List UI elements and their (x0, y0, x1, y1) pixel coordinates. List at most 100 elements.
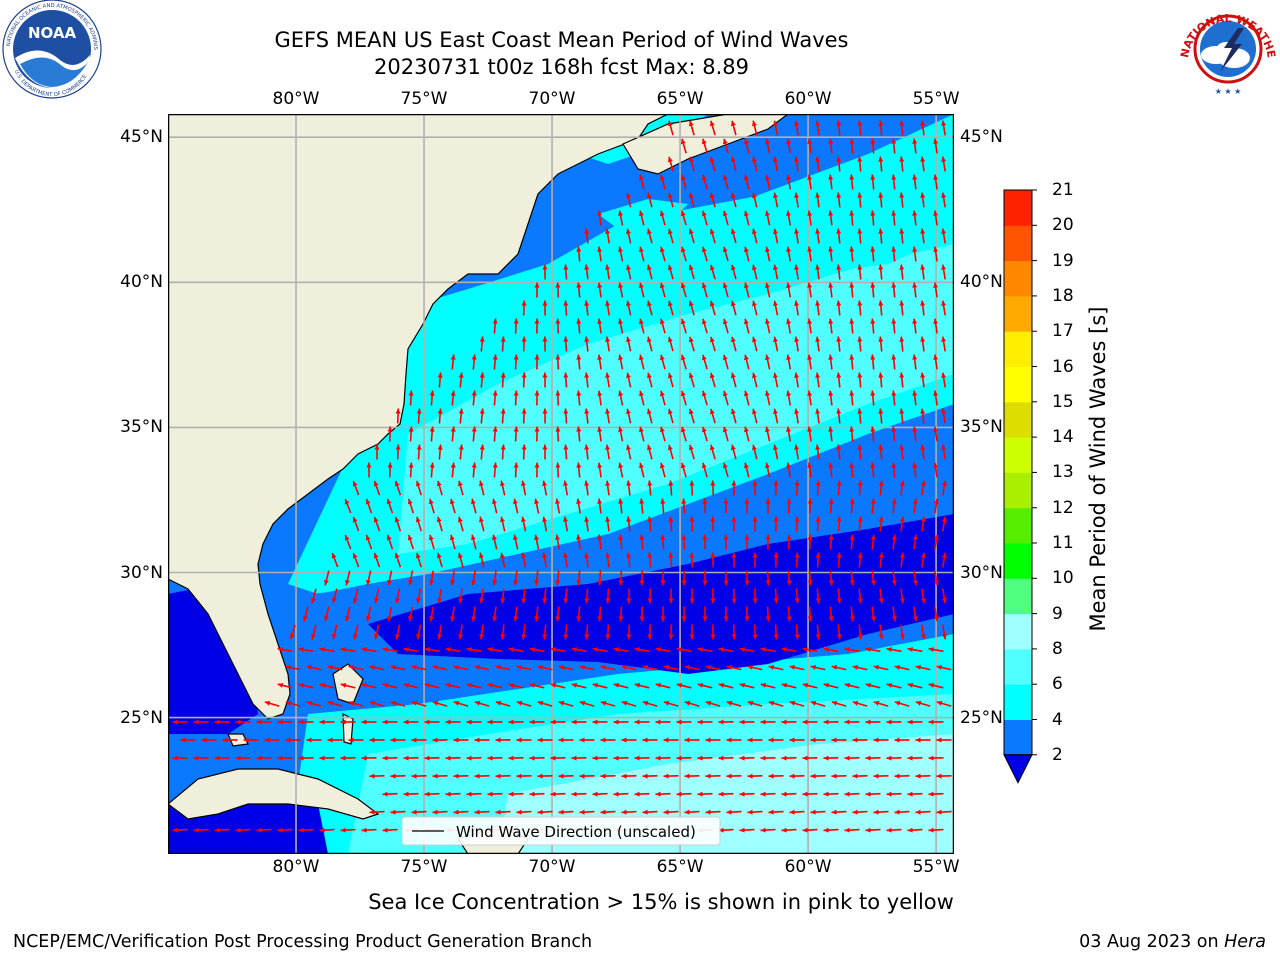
wind-arrow (907, 683, 923, 689)
wind-arrow (298, 755, 314, 761)
wind-arrow (810, 737, 826, 743)
wind-arrow (457, 552, 464, 568)
wind-arrow (852, 700, 868, 707)
wind-arrow (731, 588, 737, 604)
wind-arrow (369, 809, 385, 815)
wind-arrow (912, 174, 918, 190)
wind-arrow (264, 737, 280, 743)
wind-arrow (618, 318, 624, 334)
wind-arrow (605, 372, 610, 388)
wind-arrow (680, 318, 687, 334)
wind-arrow (597, 282, 603, 298)
wind-arrow (395, 444, 401, 460)
wind-arrow (639, 390, 645, 406)
wind-arrow (836, 156, 842, 172)
wind-arrow (849, 390, 855, 406)
wind-arrow (571, 683, 587, 689)
wind-arrow (366, 606, 372, 622)
wind-arrow (807, 246, 813, 262)
wind-arrow (432, 773, 448, 779)
wind-arrow (920, 336, 926, 352)
wind-arrow (865, 719, 881, 725)
wind-arrow (681, 498, 687, 514)
wind-arrow (768, 700, 784, 707)
wind-arrow (701, 174, 708, 190)
wind-arrow (513, 606, 519, 622)
wind-arrow (542, 588, 548, 604)
wind-arrow (659, 174, 666, 190)
wind-arrow (739, 827, 755, 833)
wind-arrow (828, 426, 834, 442)
wind-arrow (306, 700, 322, 707)
wind-arrow (479, 624, 485, 640)
wind-arrow (639, 174, 645, 190)
wind-arrow (513, 426, 519, 442)
wind-arrow (344, 498, 352, 514)
wind-arrow (836, 552, 842, 568)
wind-arrow (542, 372, 548, 388)
wind-arrow (487, 683, 503, 689)
wind-arrow (668, 624, 674, 640)
colorbar-tick-label: 14 (1052, 427, 1074, 448)
wind-arrow (899, 480, 905, 496)
wind-arrow (752, 336, 758, 352)
wind-arrow (722, 282, 729, 298)
wind-arrow (408, 606, 414, 622)
wind-arrow (810, 665, 826, 671)
wind-arrow (752, 444, 758, 460)
wind-arrow (172, 827, 188, 833)
wind-arrow (445, 683, 461, 689)
wind-arrow (680, 246, 687, 262)
wind-arrow (722, 318, 729, 334)
wind-arrow (899, 156, 905, 172)
wind-arrow (613, 719, 629, 725)
wind-arrow (306, 737, 322, 743)
wind-arrow (584, 264, 590, 280)
wind-arrow (849, 462, 855, 478)
wind-arrow (390, 809, 406, 815)
wind-arrow (474, 773, 490, 779)
wind-arrow (513, 498, 519, 514)
wind-arrow (718, 719, 734, 725)
wind-arrow (667, 156, 674, 172)
wind-arrow (878, 120, 884, 136)
wind-arrow (285, 700, 301, 707)
wind-arrow (912, 606, 918, 622)
wind-arrow (474, 737, 490, 743)
wind-arrow (789, 773, 805, 779)
wind-arrow (701, 462, 708, 478)
wind-arrow (626, 480, 632, 496)
wind-arrow (705, 773, 721, 779)
wind-arrow (500, 516, 506, 532)
wind-arrow (730, 228, 737, 244)
wind-arrow (731, 480, 737, 496)
wind-arrow (277, 755, 293, 761)
wind-arrow (445, 647, 461, 653)
wind-arrow (844, 791, 860, 797)
wind-arrow (684, 665, 700, 671)
wind-arrow (823, 791, 839, 797)
wind-arrow (626, 552, 632, 568)
wind-arrow (915, 700, 931, 707)
wind-arrow (395, 588, 401, 604)
wind-arrow (773, 156, 779, 172)
wind-arrow (558, 773, 574, 779)
wind-arrow (495, 700, 511, 707)
wind-arrow (836, 336, 842, 352)
wind-arrow (584, 228, 590, 244)
colorbar-segment (1004, 366, 1032, 403)
wind-arrow (555, 354, 561, 370)
wind-arrow (563, 300, 569, 316)
wind-arrow (471, 498, 477, 514)
wind-arrow (332, 624, 338, 640)
wind-arrow (878, 336, 884, 352)
wind-arrow (340, 719, 356, 725)
wind-arrow (458, 588, 464, 604)
wind-arrow (870, 462, 876, 478)
wind-arrow (789, 700, 805, 707)
wind-arrow (781, 755, 797, 761)
wind-arrow (534, 318, 540, 334)
wind-arrow (660, 570, 666, 586)
wind-arrow (915, 809, 931, 815)
wind-arrow (709, 120, 716, 136)
